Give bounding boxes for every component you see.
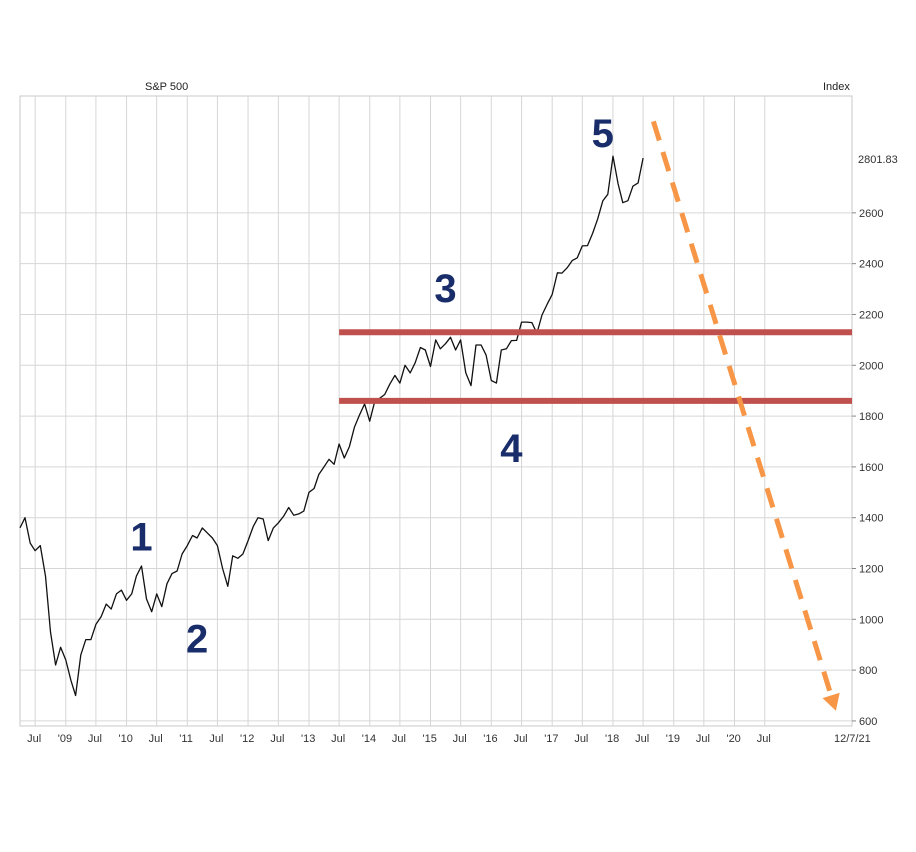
x-tick-label: Jul <box>453 733 467 745</box>
x-tick-label: Jul <box>149 733 163 745</box>
x-tick-label: '18 <box>605 733 619 745</box>
x-tick-label: Jul <box>696 733 710 745</box>
wave-label-5: 5 <box>592 112 614 156</box>
axes: 600 800 1000 1200 1400 1600 1800 2000 2200 2400 26… <box>27 154 898 745</box>
y-tick-label: 2600 <box>859 208 883 220</box>
wave-label-3: 3 <box>434 267 456 311</box>
x-tick-label: '11 <box>179 733 193 745</box>
plot-area <box>19 95 853 727</box>
wave-label-2: 2 <box>186 617 208 661</box>
x-tick-label: Jul <box>757 733 771 745</box>
x-tick-label: Jul <box>514 733 528 745</box>
x-tick-label: Jul <box>88 733 102 745</box>
x-tick-label: '19 <box>666 733 680 745</box>
wave-labels: 1 2 3 4 5 <box>130 112 614 662</box>
x-tick-label: Jul <box>392 733 406 745</box>
resistance-lines <box>339 329 852 404</box>
x-tick-label: '14 <box>362 733 376 745</box>
y-tick-label: 2400 <box>859 259 883 271</box>
x-tick-label: Jul <box>27 733 41 745</box>
y-tick-label: 1400 <box>859 513 883 525</box>
x-tick-label: '17 <box>544 733 558 745</box>
chart-title: S&P 500 <box>145 81 188 93</box>
projection-arrow-head <box>822 692 840 711</box>
last-date-label: 12/7/21 <box>834 733 871 745</box>
wave-label-4: 4 <box>500 427 523 471</box>
x-tick-label: '13 <box>301 733 315 745</box>
y-axis-label: Index <box>823 81 850 93</box>
projection-arrow-shaft <box>651 120 834 697</box>
x-tick-label: Jul <box>209 733 223 745</box>
series-layer <box>19 155 644 697</box>
y-tick-label: 1200 <box>859 564 883 576</box>
x-tick-label: '20 <box>726 733 740 745</box>
last-value-label: 2801.83 <box>858 154 898 166</box>
gridlines <box>20 96 852 726</box>
y-tick-label: 800 <box>859 665 877 677</box>
x-tick-label: '09 <box>58 733 72 745</box>
wave-label-1: 1 <box>130 516 152 560</box>
x-tick-label: Jul <box>574 733 588 745</box>
x-tick-label: Jul <box>270 733 284 745</box>
y-tick-label: 1600 <box>859 462 883 474</box>
sp500-line <box>19 155 644 697</box>
y-tick-label: 600 <box>859 716 877 728</box>
y-tick-label: 1000 <box>859 614 883 626</box>
x-tick-label: '16 <box>483 733 497 745</box>
projection-arrow <box>651 120 840 711</box>
x-tick-label: '10 <box>119 733 133 745</box>
x-tick-label: '12 <box>240 733 254 745</box>
x-tick-label: Jul <box>331 733 345 745</box>
y-tick-label: 1800 <box>859 411 883 423</box>
x-tick-label: '15 <box>423 733 437 745</box>
x-tick-label: Jul <box>635 733 649 745</box>
y-tick-label: 2200 <box>859 309 883 321</box>
y-tick-label: 2000 <box>859 360 883 372</box>
